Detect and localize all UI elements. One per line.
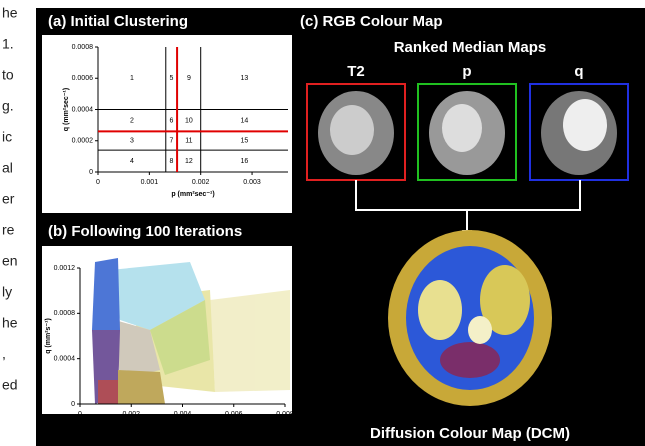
y-tick-label: 0.0008	[54, 310, 76, 317]
region-label: 4	[130, 158, 134, 165]
region-label: 16	[240, 158, 248, 165]
region-label: 8	[169, 158, 173, 165]
x-tick-label: 0.004	[174, 411, 192, 418]
panel-c-subtitle: Ranked Median Maps	[394, 39, 547, 56]
side-text: he	[2, 315, 18, 331]
region-label: 14	[240, 117, 248, 124]
region-label: 13	[240, 75, 248, 82]
region-label: 7	[169, 138, 173, 145]
y-tick-label: 0.0004	[72, 106, 94, 113]
panel-c-title: (c) RGB Colour Map	[300, 13, 443, 30]
side-text: to	[2, 67, 14, 83]
x-tick-label: 0	[78, 411, 82, 418]
side-text: 1.	[2, 36, 14, 52]
side-text: g.	[2, 98, 14, 114]
side-text: he	[2, 5, 18, 21]
region-label: 11	[185, 138, 192, 145]
region-label: 12	[185, 158, 193, 165]
side-text: re	[2, 222, 15, 238]
region-label: 15	[240, 138, 248, 145]
side-text: ,	[2, 346, 6, 362]
y-tick-label: 0.0008	[72, 44, 94, 51]
x-axis-label: p (mm²s⁻¹)	[165, 423, 201, 430]
panel-b-title: (b) Following 100 Iterations	[48, 223, 242, 240]
region-label: 9	[187, 75, 191, 82]
x-tick-label: 0.008	[276, 411, 294, 418]
x-tick-label: 0.002	[192, 179, 210, 186]
region-label: 1	[130, 75, 134, 82]
region-label: 3	[130, 138, 134, 145]
map-label: q	[574, 63, 583, 80]
map-label: p	[462, 63, 471, 80]
y-tick-label: 0.0012	[54, 265, 76, 272]
panel-c-caption: Diffusion Colour Map (DCM)	[370, 425, 570, 442]
y-axis-label: q (mm²sec⁻¹)	[63, 88, 70, 131]
x-tick-label: 0.006	[225, 411, 243, 418]
y-tick-label: 0.0004	[54, 356, 76, 363]
region-label: 2	[130, 117, 134, 124]
x-tick-label: 0	[96, 179, 100, 186]
y-tick-label: 0	[71, 401, 75, 408]
y-tick-label: 0.0006	[72, 75, 94, 82]
region-label: 5	[169, 75, 173, 82]
y-tick-label: 0.0002	[72, 138, 94, 145]
map-label: T2	[347, 63, 365, 80]
y-axis-label: q (mm²s⁻¹)	[45, 318, 52, 354]
side-text: er	[2, 191, 15, 207]
page: {"side_text": ["he", "1.", "to", "g.", "…	[0, 0, 645, 446]
side-text: ed	[2, 377, 18, 393]
x-axis-label: p (mm²sec⁻¹)	[171, 191, 214, 198]
x-tick-label: 0.001	[141, 179, 159, 186]
region-label: 6	[169, 117, 173, 124]
figure: (a) Initial Clustering (b) Following 100…	[0, 0, 645, 446]
x-tick-label: 0.002	[122, 411, 140, 418]
side-text: al	[2, 160, 13, 176]
side-text: en	[2, 253, 18, 269]
side-text: ic	[2, 129, 12, 145]
y-tick-label: 0	[89, 169, 93, 176]
side-text: ly	[2, 284, 12, 300]
region-label: 10	[185, 117, 193, 124]
panel-a-title: (a) Initial Clustering	[48, 13, 188, 30]
panel-a-plot	[42, 35, 292, 213]
x-tick-label: 0.003	[243, 179, 261, 186]
